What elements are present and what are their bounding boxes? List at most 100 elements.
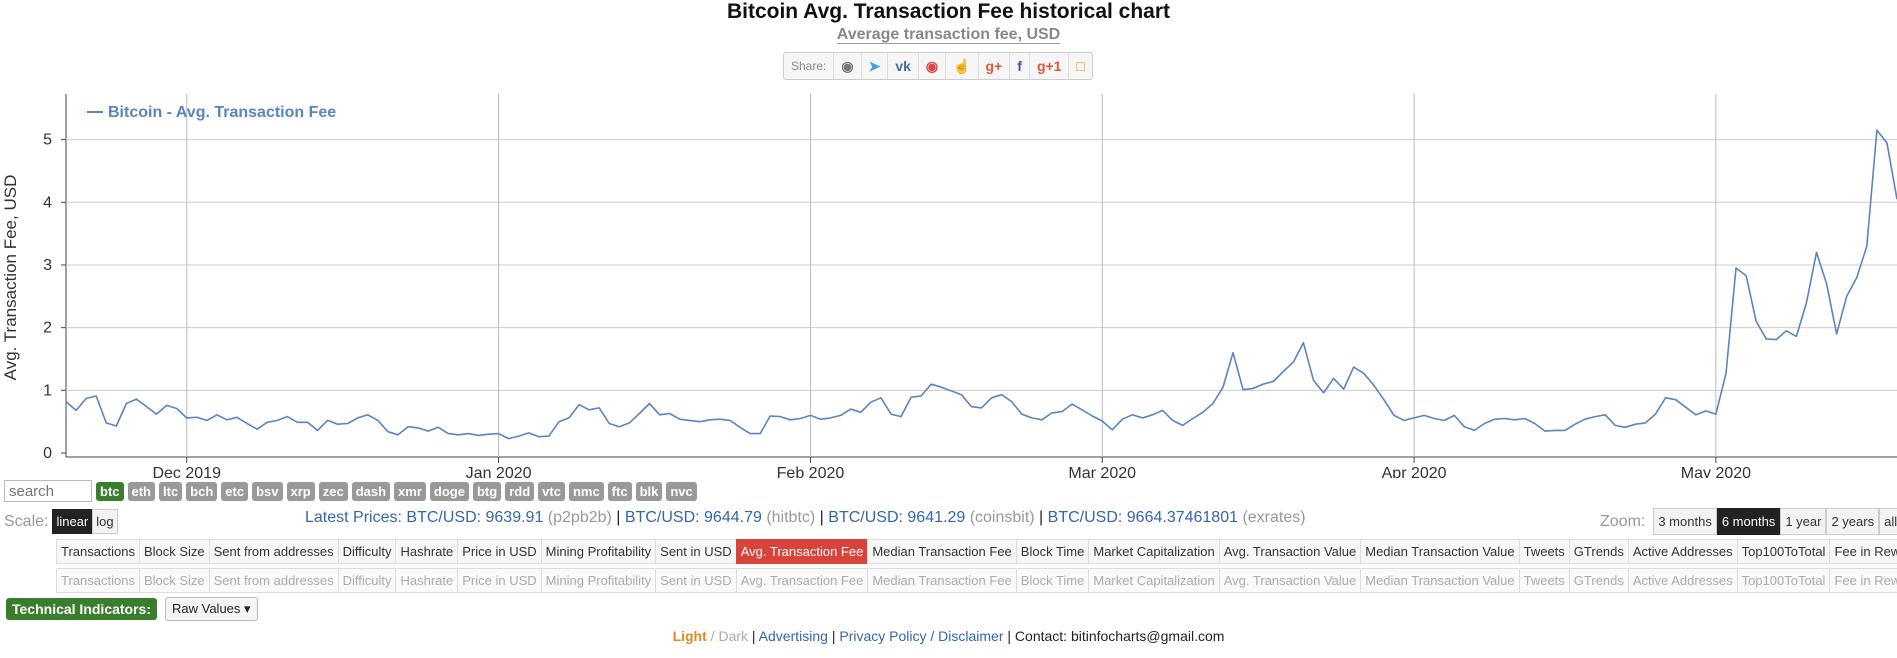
coin-nmc-button[interactable]: nmc [568,481,604,501]
price-item[interactable]: BTC/USD: 9639.91 [406,509,544,526]
tab-price-in-usd[interactable]: Price in USD [457,539,542,564]
x-tick-label: May 2020 [1681,465,1751,478]
coin-xrp-button[interactable]: xrp [286,481,315,501]
x-tick-label: Feb 2020 [777,465,845,478]
coin-xmr-button[interactable]: xmr [394,481,426,501]
tab-top100tototal[interactable]: Top100ToTotal [1736,539,1831,564]
tab-market-capitalization[interactable]: Market Capitalization [1088,568,1220,593]
metric-tabs: Transactions Block Size Sent from addresse… [56,539,1897,564]
scale-linear-button[interactable]: linear [52,509,93,534]
facebook-icon[interactable]: f [1010,53,1030,79]
coin-ftc-button[interactable]: ftc [607,481,632,501]
coin-list: btc eth ltc bch etc bsv xrp zec dash xmr doge btg rd… [96,481,697,501]
coin-ltc-button[interactable]: ltc [159,481,183,501]
weibo-icon[interactable]: ◉ [919,53,947,79]
raw-values-dropdown[interactable]: Raw Values ▾ [165,597,258,621]
tab-sent-in-usd[interactable]: Sent in USD [655,539,737,564]
tab-median-transaction-value[interactable]: Median Transaction Value [1360,568,1520,593]
coin-zec-button[interactable]: zec [318,481,348,501]
tab-fee-in-reward[interactable]: Fee in Reward [1829,539,1897,564]
tab-block-size[interactable]: Block Size [138,568,210,593]
tab-hashrate[interactable]: Hashrate [395,568,459,593]
tab-price-in-usd[interactable]: Price in USD [457,568,542,593]
zoom-2-years-button[interactable]: 2 years [1826,508,1880,535]
x-tick-label: Mar 2020 [1068,465,1136,478]
tab-avg-transaction-fee[interactable]: Avg. Transaction Fee [735,539,869,564]
tab-active-addresses[interactable]: Active Addresses [1627,568,1738,593]
tab-block-time[interactable]: Block Time [1015,539,1090,564]
y-axis-label: Avg. Transaction Fee, USD [1,175,20,381]
tab-mining-profitability[interactable]: Mining Profitability [540,539,657,564]
zoom-all-time-button[interactable]: all time [1879,508,1897,535]
coin-btc-button[interactable]: btc [96,481,124,501]
tab-hashrate[interactable]: Hashrate [395,539,459,564]
price-item[interactable]: BTC/USD: 9664.37461801 [1047,509,1238,526]
price-source: (coinsbit) [969,509,1035,526]
coin-btg-button[interactable]: btg [472,481,502,501]
privacy-link[interactable]: Privacy Policy / Disclaimer [839,628,1004,644]
tab-median-transaction-fee[interactable]: Median Transaction Fee [867,539,1017,564]
y-tick-label: 4 [43,194,52,211]
search-input[interactable] [4,480,92,502]
price-item[interactable]: BTC/USD: 9641.29 [828,509,966,526]
like-icon[interactable]: ☝ [946,53,979,79]
tab-block-time[interactable]: Block Time [1015,568,1090,593]
series-line-0 [65,129,1897,440]
zoom-3-months-button[interactable]: 3 months [1653,508,1717,535]
google-plus-icon[interactable]: g+ [979,53,1011,79]
tab-sent-from-addresses[interactable]: Sent from addresses [208,568,339,593]
tab-fee-in-reward[interactable]: Fee in Reward [1829,568,1897,593]
tab-top100tototal[interactable]: Top100ToTotal [1736,568,1831,593]
coin-doge-button[interactable]: doge [429,481,469,501]
blogger-icon[interactable]: □ [1076,58,1085,74]
reddit-icon[interactable]: ◉ [834,53,862,79]
scale-log-button[interactable]: log [92,509,118,534]
price-item[interactable]: BTC/USD: 9644.79 [624,509,762,526]
tab-avg-transaction-fee[interactable]: Avg. Transaction Fee [735,568,869,593]
google-plus-one-icon[interactable]: g+1 [1030,53,1070,79]
y-tick-label: 1 [43,382,52,399]
tab-sent-in-usd[interactable]: Sent in USD [655,568,737,593]
coin-bch-button[interactable]: bch [186,481,218,501]
coin-vtc-button[interactable]: vtc [538,481,565,501]
coin-blk-button[interactable]: blk [635,481,663,501]
tab-tweets[interactable]: Tweets [1518,539,1570,564]
y-tick-label: 3 [43,257,52,274]
legend-label: Bitcoin - Avg. Transaction Fee [108,104,336,121]
tab-tweets[interactable]: Tweets [1518,568,1570,593]
vk-icon[interactable]: vk [888,53,919,79]
coin-rdd-button[interactable]: rdd [505,481,535,501]
twitter-icon[interactable]: ➤ [862,53,889,79]
tab-difficulty[interactable]: Difficulty [337,539,397,564]
zoom-6-months-button[interactable]: 6 months [1716,508,1781,535]
tab-active-addresses[interactable]: Active Addresses [1627,539,1738,564]
tab-mining-profitability[interactable]: Mining Profitability [540,568,657,593]
tab-transactions[interactable]: Transactions [56,539,140,564]
tab-block-size[interactable]: Block Size [138,539,210,564]
theme-light-link[interactable]: Light [672,628,707,644]
coin-dash-button[interactable]: dash [351,481,391,501]
metric-tabs-secondary: Transactions Block Size Sent from addresse… [56,568,1897,593]
y-tick-label: 5 [43,132,52,149]
theme-dark-link[interactable]: Dark [718,628,749,644]
tab-gtrends[interactable]: GTrends [1568,539,1629,564]
tab-avg-transaction-value[interactable]: Avg. Transaction Value [1218,539,1362,564]
tab-difficulty[interactable]: Difficulty [337,568,397,593]
latest-prices: Latest Prices: BTC/USD: 9639.91 (p2pb2b)… [305,509,1306,526]
coin-etc-button[interactable]: etc [221,481,249,501]
zoom-control: Zoom: 3 months 6 months 1 year 2 years a… [1600,508,1897,535]
page-subtitle: Average transaction fee, USD [836,26,1061,44]
x-tick-label: Jan 2020 [466,465,532,478]
tab-market-capitalization[interactable]: Market Capitalization [1088,539,1220,564]
coin-bsv-button[interactable]: bsv [252,481,283,501]
tab-gtrends[interactable]: GTrends [1568,568,1629,593]
tab-median-transaction-value[interactable]: Median Transaction Value [1360,539,1520,564]
zoom-1-year-button[interactable]: 1 year [1780,508,1827,535]
tab-median-transaction-fee[interactable]: Median Transaction Fee [867,568,1017,593]
coin-eth-button[interactable]: eth [127,481,155,501]
tab-transactions[interactable]: Transactions [56,568,140,593]
tab-sent-from-addresses[interactable]: Sent from addresses [208,539,339,564]
advertising-link[interactable]: Advertising [758,628,828,644]
coin-nvc-button[interactable]: nvc [666,481,697,501]
tab-avg-transaction-value[interactable]: Avg. Transaction Value [1218,568,1362,593]
